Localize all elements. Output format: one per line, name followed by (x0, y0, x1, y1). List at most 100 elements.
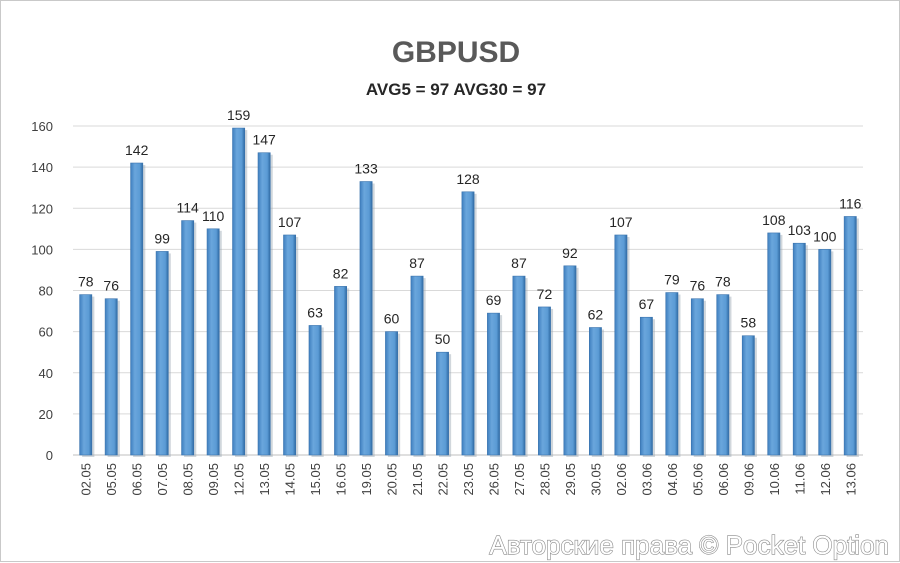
data-label: 60 (384, 311, 400, 327)
x-category-label: 06.06 (716, 463, 731, 496)
x-category-label: 28.05 (537, 463, 552, 496)
data-label: 128 (456, 171, 480, 187)
bar (104, 298, 118, 456)
data-label: 76 (690, 278, 706, 294)
x-category-label: 20.05 (385, 463, 400, 496)
x-category-label: 29.05 (563, 463, 578, 496)
y-tick-label: 20 (39, 407, 53, 422)
bar (487, 312, 500, 456)
bar (334, 286, 347, 456)
x-category-label: 04.06 (665, 463, 680, 496)
bar (665, 292, 679, 456)
data-label: 99 (154, 230, 170, 246)
data-label: 63 (307, 304, 323, 320)
data-label: 142 (125, 142, 149, 158)
data-label: 133 (354, 161, 378, 177)
x-category-label: 15.05 (308, 463, 323, 496)
bar (257, 152, 271, 456)
bar (639, 316, 653, 456)
bar (690, 298, 704, 456)
data-label: 67 (639, 296, 655, 312)
bar (79, 294, 93, 456)
y-tick-label: 160 (31, 119, 53, 134)
x-category-label: 12.06 (818, 463, 833, 496)
x-category-label: 02.06 (614, 463, 629, 496)
x-category-label: 09.06 (741, 463, 756, 496)
x-category-label: 09.05 (206, 463, 221, 496)
x-category-label: 26.05 (486, 463, 501, 496)
bar (181, 220, 195, 456)
data-label: 147 (252, 132, 276, 148)
bar (308, 325, 322, 456)
data-label: 159 (227, 107, 251, 123)
y-tick-label: 80 (39, 284, 53, 299)
chart-subtitle: AVG5 = 97 AVG30 = 97 (366, 80, 546, 99)
x-category-label: 13.06 (843, 463, 858, 496)
x-category-label: 07.05 (155, 463, 170, 496)
data-label: 76 (103, 278, 119, 294)
copyright-watermark: Авторские права © Pocket Option (489, 530, 889, 560)
data-label: 103 (788, 222, 812, 238)
bar (792, 242, 806, 456)
bar (283, 234, 297, 456)
bar (436, 351, 449, 456)
bars (79, 127, 859, 458)
x-axis-category-labels: 02.05 05.05 06.05 07.05 08.05 09.05 12.05 13.05… (79, 463, 859, 496)
data-label: 87 (409, 255, 425, 271)
bar (512, 275, 526, 456)
bar (385, 331, 398, 456)
bar (589, 327, 602, 456)
data-label: 62 (588, 307, 604, 323)
bar (614, 234, 628, 456)
data-label: 107 (609, 214, 633, 230)
y-tick-label: 40 (39, 366, 53, 381)
bar (741, 335, 755, 456)
data-label: 72 (537, 286, 553, 302)
data-label: 69 (486, 292, 502, 308)
x-category-label: 12.05 (232, 463, 247, 496)
x-category-label: 27.05 (512, 463, 527, 496)
x-category-label: 22.05 (436, 463, 451, 496)
data-label: 82 (333, 265, 349, 281)
x-category-label: 21.05 (410, 463, 425, 496)
data-label: 108 (762, 212, 786, 228)
y-tick-label: 100 (31, 242, 53, 257)
x-category-label: 06.05 (130, 463, 145, 496)
data-label: 87 (511, 255, 527, 271)
bar (716, 294, 730, 456)
y-tick-label: 140 (31, 160, 53, 175)
chart-title: GBPUSD (392, 36, 520, 69)
bar (843, 216, 857, 456)
data-label: 100 (813, 228, 837, 244)
data-label: 50 (435, 331, 451, 347)
x-category-label: 02.05 (79, 463, 94, 496)
y-tick-label: 60 (39, 325, 53, 340)
x-category-label: 13.05 (257, 463, 272, 496)
data-label: 78 (715, 274, 731, 290)
x-category-label: 08.05 (181, 463, 196, 496)
data-label: 58 (741, 315, 757, 331)
x-category-label: 05.05 (104, 463, 119, 496)
x-category-label: 16.05 (334, 463, 349, 496)
y-tick-label: 120 (31, 201, 53, 216)
data-label: 110 (202, 208, 225, 224)
y-axis-tick-labels: 0 20 40 60 80 100 120 140 160 (31, 119, 53, 463)
data-label: 116 (839, 195, 862, 211)
x-category-label: 03.06 (639, 463, 654, 496)
bar (563, 265, 577, 456)
bar (818, 249, 832, 456)
bar (767, 232, 781, 456)
data-label: 107 (278, 214, 302, 230)
bar (410, 275, 424, 456)
bar (461, 191, 475, 456)
bar (155, 251, 169, 456)
data-label: 114 (177, 200, 200, 216)
x-category-label: 23.05 (461, 463, 476, 496)
x-category-label: 19.05 (359, 463, 374, 496)
data-label: 92 (562, 245, 578, 261)
data-label: 79 (664, 272, 680, 288)
bar (538, 306, 551, 456)
